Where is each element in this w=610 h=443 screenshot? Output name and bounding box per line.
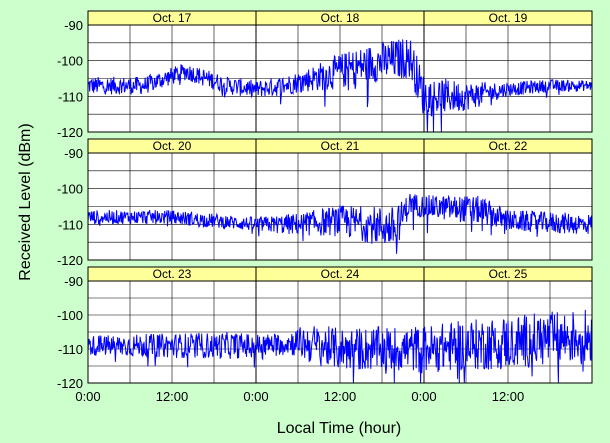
x-tick-label: 12:00 [324, 389, 357, 404]
panel-frame [87, 10, 593, 133]
x-tick-label: 0:00 [411, 389, 436, 404]
day-label: Oct. 18 [321, 11, 360, 25]
y-tick-label: -90 [64, 18, 83, 33]
x-tick-label: 0:00 [243, 389, 268, 404]
day-label: Oct. 22 [489, 139, 528, 153]
y-tick-label: -110 [58, 217, 83, 232]
y-tick-label: -90 [64, 274, 83, 289]
day-label: Oct. 17 [153, 11, 192, 25]
y-tick-label: -100 [57, 54, 83, 69]
day-label: Oct. 24 [321, 267, 360, 281]
panel-frame [87, 138, 593, 261]
y-tick-label: -100 [57, 182, 83, 197]
panel-frame [87, 266, 593, 384]
panel-3: Oct. 23 Oct. 24 Oct. 25 -90 -100 -110 -120 [57, 266, 593, 391]
x-axis-title: Local Time (hour) [277, 420, 402, 437]
x-tick-label: 12:00 [156, 389, 189, 404]
day-label: Oct. 20 [153, 139, 192, 153]
y-tick-label: -110 [58, 89, 83, 104]
y-tick-label: -100 [57, 308, 83, 323]
y-tick-label: -120 [57, 253, 83, 268]
day-label: Oct. 19 [489, 11, 528, 25]
received-level-trace [87, 194, 593, 254]
day-label: Oct. 23 [153, 267, 192, 281]
y-tick-label: -110 [58, 342, 83, 357]
x-tick-label: 12:00 [492, 389, 525, 404]
y-tick-label: -120 [57, 376, 83, 391]
y-tick-label: -120 [57, 125, 83, 140]
panel-1: Oct. 17 Oct. 18 Oct. 19 -90 -100 -110 -120 [57, 10, 593, 140]
received-level-trace [87, 309, 593, 384]
y-axis-title: Received Level (dBm) [17, 123, 34, 280]
received-level-trace [87, 39, 593, 133]
y-tick-label: -90 [64, 146, 83, 161]
day-label: Oct. 21 [321, 139, 360, 153]
day-label: Oct. 25 [489, 267, 528, 281]
panel-2: Oct. 20 Oct. 21 Oct. 22 -90 -100 -110 -120 [57, 138, 593, 268]
x-tick-label: 0:00 [75, 389, 100, 404]
